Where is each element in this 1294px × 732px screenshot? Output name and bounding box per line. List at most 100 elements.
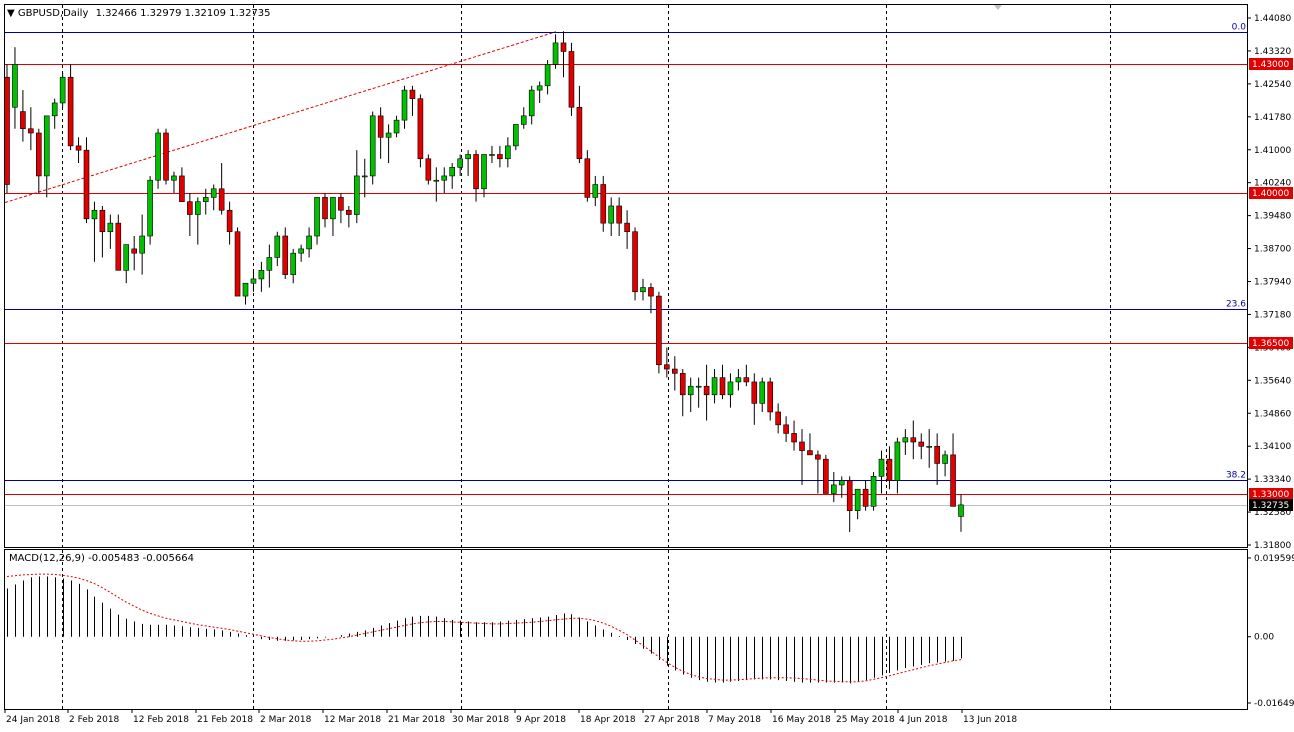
candle-body-58: [465, 154, 471, 160]
candle-body-46: [369, 115, 376, 177]
macd-series: [6, 573, 962, 684]
candle-body-41: [330, 197, 336, 220]
candle-82: [656, 291, 662, 374]
price-tick-label-2: 1.42540: [1254, 80, 1291, 90]
candlestick-series: [4, 31, 964, 533]
candle-73: [584, 150, 591, 202]
candle-39: [314, 197, 320, 245]
candle-69: [552, 34, 559, 69]
candle-body-27: [218, 188, 225, 211]
candle-body-36: [290, 252, 297, 275]
candle-body-87: [695, 385, 702, 388]
candle-body-11: [91, 209, 98, 220]
ohlc-readout: 1.32466 1.32979 1.32109 1.32735: [95, 8, 271, 19]
candle-103: [823, 454, 829, 494]
candle-78: [624, 210, 630, 249]
candle-117: [934, 433, 940, 485]
candle-51: [409, 85, 416, 116]
candle-body-31: [250, 278, 257, 284]
candle-34: [274, 231, 281, 267]
candle-body-26: [210, 188, 217, 198]
candle-body-81: [648, 287, 654, 297]
candle-44: [353, 150, 360, 224]
candle-body-74: [592, 184, 599, 198]
candle-body-32: [258, 270, 265, 280]
candle-body-50: [401, 89, 408, 121]
candle-body-112: [894, 441, 901, 481]
candle-12: [99, 205, 106, 258]
price-levels: 0.0 23.6 38.2: [4, 23, 1247, 506]
candle-body-73: [584, 158, 591, 198]
candle-26: [210, 184, 217, 211]
candle-52: [417, 94, 424, 168]
macd-tick-label-1: 0.00: [1254, 633, 1274, 643]
candle-body-94: [751, 381, 758, 404]
candle-109: [870, 472, 877, 511]
candle-113: [902, 429, 909, 455]
price-tick-label-11: 1.35640: [1254, 376, 1291, 386]
candle-92: [735, 369, 742, 391]
candle-89: [711, 369, 718, 404]
candle-body-103: [823, 458, 829, 494]
candle-75: [600, 175, 607, 232]
candle-4: [35, 128, 42, 194]
candle-body-17: [139, 235, 145, 254]
candle-body-89: [711, 377, 718, 396]
candle-15: [123, 244, 130, 284]
fib-label-0: 0.0: [1232, 23, 1247, 33]
candle-0: [4, 64, 10, 194]
price-panel-border: [4, 4, 1248, 548]
candle-body-68: [544, 64, 551, 87]
date-tick-label-11: 7 May 2018: [708, 715, 761, 725]
candle-body-84: [671, 368, 678, 374]
candle-body-100: [799, 441, 805, 451]
candle-45: [361, 158, 368, 198]
date-tick-label-12: 16 May 2018: [772, 715, 831, 725]
candle-3: [28, 107, 34, 151]
candle-body-7: [59, 76, 66, 104]
candle-body-85: [679, 373, 686, 396]
scroll-marker-icon[interactable]: [994, 5, 1002, 10]
candle-body-48: [385, 132, 392, 138]
candle-body-34: [274, 235, 281, 258]
macd-tick-label-0: 0.019599: [1254, 554, 1294, 564]
candle-body-9: [75, 145, 82, 151]
candle-body-93: [743, 377, 750, 383]
candle-body-15: [123, 244, 130, 271]
candle-20: [163, 128, 169, 185]
candle-body-109: [870, 476, 877, 507]
candle-102: [815, 450, 821, 494]
candle-body-60: [481, 154, 487, 190]
candle-42: [338, 193, 344, 224]
candle-61: [489, 145, 495, 164]
candle-body-63: [505, 145, 511, 160]
candle-body-53: [425, 158, 432, 181]
candle-59: [473, 150, 479, 202]
date-tick-label-5: 12 Mar 2018: [324, 715, 381, 725]
axes: 1.44080 1.43320 1.42540 1.41780 1.41000 1.402…: [4, 14, 1294, 725]
candle-58: [465, 150, 471, 176]
candle-body-24: [195, 201, 201, 215]
price-tick-label-3: 1.41780: [1254, 113, 1291, 123]
candle-47: [377, 107, 384, 159]
candle-body-102: [815, 454, 821, 460]
candle-87: [695, 377, 702, 408]
dropdown-triangle-icon[interactable]: ▼: [7, 8, 15, 19]
candle-5: [43, 115, 50, 198]
candle-body-12: [99, 209, 106, 233]
candle-body-29: [234, 231, 241, 297]
candle-body-110: [878, 458, 885, 477]
candle-body-116: [926, 445, 933, 448]
candle-body-25: [202, 197, 209, 202]
candle-91: [727, 373, 734, 408]
candle-body-79: [632, 231, 638, 293]
candle-21: [171, 171, 177, 194]
candle-97: [775, 403, 781, 434]
candle-119: [950, 433, 956, 507]
price-tick-label-5: 1.40240: [1254, 179, 1291, 189]
candle-body-1: [12, 64, 18, 108]
candle-2: [20, 90, 26, 142]
last-price-tag: [1249, 499, 1293, 511]
candle-body-86: [687, 385, 694, 396]
